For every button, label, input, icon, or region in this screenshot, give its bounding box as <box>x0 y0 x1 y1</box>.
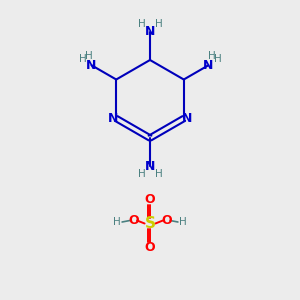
Text: O: O <box>128 214 139 227</box>
Text: N: N <box>145 25 155 38</box>
Text: H: H <box>85 51 92 61</box>
Text: N: N <box>107 112 118 125</box>
Text: N: N <box>203 59 214 72</box>
Text: N: N <box>86 59 97 72</box>
Text: O: O <box>145 241 155 254</box>
Text: N: N <box>145 160 155 173</box>
Text: H: H <box>113 217 121 227</box>
Text: H: H <box>138 19 146 29</box>
Text: H: H <box>214 54 221 64</box>
Text: H: H <box>154 169 162 179</box>
Text: H: H <box>79 54 86 64</box>
Text: H: H <box>208 51 215 61</box>
Text: N: N <box>182 112 193 125</box>
Text: O: O <box>161 214 172 227</box>
Text: S: S <box>145 216 155 231</box>
Text: H: H <box>138 169 146 179</box>
Text: O: O <box>145 193 155 206</box>
Text: H: H <box>179 217 187 227</box>
Text: H: H <box>154 19 162 29</box>
